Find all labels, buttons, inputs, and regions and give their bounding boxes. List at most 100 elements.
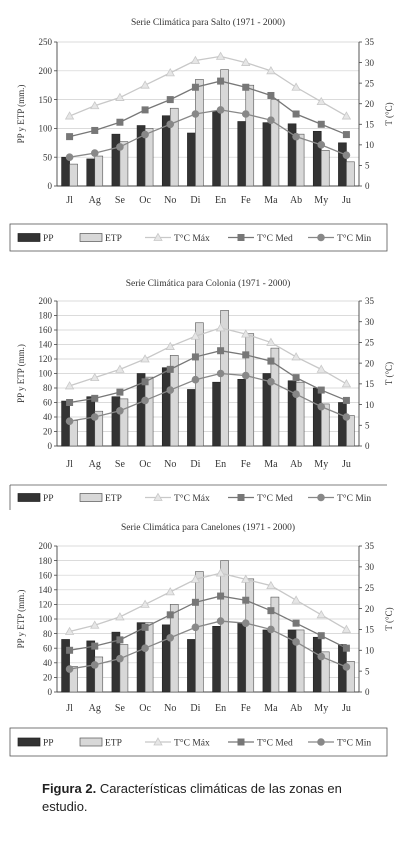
line-point bbox=[141, 378, 149, 386]
bar-etp bbox=[295, 133, 305, 187]
bar-etp bbox=[245, 84, 255, 187]
legend-marker bbox=[317, 738, 325, 746]
line-point bbox=[215, 323, 226, 332]
chart-3: Serie Climática para Canelones (1971 - 2… bbox=[9, 522, 394, 757]
y2-tick-label: 30 bbox=[365, 317, 375, 327]
line-point bbox=[90, 100, 100, 110]
legend-swatch bbox=[17, 233, 41, 242]
line-point bbox=[241, 619, 250, 627]
chart-legend: PP ETP T°C Máx T°C Med T°C Min bbox=[9, 223, 388, 252]
y-tick-label: 0 bbox=[48, 181, 53, 191]
x-tick-label: Fe bbox=[241, 459, 252, 470]
y-tick-label: 140 bbox=[39, 340, 53, 350]
y2-tick-label: 5 bbox=[365, 420, 370, 430]
line-point bbox=[166, 365, 174, 373]
y2-axis-label: T (°C) bbox=[384, 102, 394, 125]
legend-marker bbox=[153, 492, 163, 501]
line-point bbox=[116, 636, 124, 644]
line-point bbox=[141, 106, 149, 114]
line-point bbox=[140, 80, 150, 89]
x-tick-label: No bbox=[164, 195, 176, 206]
y2-tick-label: 35 bbox=[365, 541, 375, 551]
line-point bbox=[166, 96, 174, 104]
bar-etp bbox=[195, 322, 204, 447]
line-point bbox=[317, 141, 326, 149]
y2-tick-label: 10 bbox=[365, 140, 375, 150]
chart-title: Serie Climática para Salto (1971 - 2000) bbox=[131, 17, 285, 28]
line-point bbox=[165, 341, 175, 350]
bar-etp bbox=[195, 571, 204, 693]
line-point bbox=[317, 632, 325, 640]
line-point bbox=[341, 624, 352, 633]
line-point bbox=[90, 149, 99, 157]
legend-label: PP bbox=[43, 234, 54, 244]
line-point bbox=[141, 623, 149, 631]
x-tick-label: Ab bbox=[290, 459, 302, 470]
y-tick-label: 0 bbox=[48, 687, 53, 697]
line-point bbox=[64, 381, 75, 390]
y2-tick-label: 25 bbox=[365, 78, 375, 88]
x-tick-label: Oc bbox=[139, 195, 151, 206]
bar-etp bbox=[169, 355, 179, 447]
line-point bbox=[342, 663, 351, 671]
bar-etp bbox=[320, 149, 330, 187]
y2-tick-label: 35 bbox=[365, 37, 375, 47]
x-tick-label: My bbox=[314, 703, 328, 714]
line-point bbox=[116, 406, 124, 415]
line-point bbox=[216, 369, 225, 378]
line-point bbox=[291, 352, 301, 361]
series-line bbox=[69, 572, 347, 633]
caption-text: Características climáticas de las zonas … bbox=[42, 781, 342, 814]
y-tick-label: 200 bbox=[39, 66, 53, 76]
series-line bbox=[69, 372, 347, 422]
line-point bbox=[65, 153, 74, 161]
y2-tick-label: 30 bbox=[365, 562, 375, 572]
bar-etp bbox=[94, 155, 104, 187]
y2-tick-label: 20 bbox=[365, 358, 375, 368]
legend-swatch bbox=[79, 737, 103, 747]
chart-title: Serie Climática para Canelones (1971 - 2… bbox=[121, 522, 295, 533]
bar-etp bbox=[144, 128, 154, 187]
line-point bbox=[65, 417, 74, 425]
x-tick-label: Se bbox=[115, 703, 126, 714]
line-point bbox=[266, 337, 276, 346]
legend-swatch bbox=[17, 737, 41, 747]
y-axis-label: PP y ETP (mm.) bbox=[16, 85, 26, 144]
line-point bbox=[291, 82, 301, 91]
x-tick-label: Ma bbox=[264, 703, 278, 714]
y-tick-label: 200 bbox=[39, 296, 53, 306]
y2-tick-label: 15 bbox=[365, 119, 375, 129]
x-tick-label: Ab bbox=[290, 195, 302, 206]
bar-pp bbox=[161, 367, 171, 447]
line-point bbox=[141, 396, 149, 405]
y2-tick-label: 20 bbox=[365, 99, 375, 109]
y2-tick-label: 0 bbox=[365, 441, 370, 451]
y2-tick-label: 20 bbox=[365, 604, 375, 614]
y2-axis-label: T (°C) bbox=[384, 607, 394, 630]
line-point bbox=[341, 379, 352, 388]
y-tick-label: 50 bbox=[43, 152, 53, 162]
y-tick-label: 60 bbox=[43, 643, 53, 653]
legend-label: T°C Min bbox=[337, 493, 371, 504]
bar-pp bbox=[136, 622, 146, 693]
y-tick-label: 250 bbox=[39, 37, 53, 47]
line-point bbox=[190, 574, 201, 583]
line-point bbox=[241, 57, 251, 66]
series-line bbox=[69, 55, 347, 117]
legend-label: ETP bbox=[105, 234, 122, 244]
y-tick-label: 160 bbox=[39, 570, 53, 580]
line-point bbox=[115, 92, 125, 101]
y2-tick-label: 10 bbox=[365, 400, 375, 410]
line-point bbox=[292, 132, 300, 141]
bar-pp bbox=[262, 122, 272, 187]
legend-marker bbox=[153, 232, 163, 241]
line-point bbox=[316, 364, 326, 373]
line-point bbox=[292, 110, 300, 118]
x-tick-label: En bbox=[215, 195, 226, 206]
x-tick-label: Ju bbox=[342, 703, 351, 714]
line-point bbox=[165, 68, 175, 77]
bar-etp bbox=[220, 560, 229, 693]
line-point bbox=[267, 625, 275, 634]
legend-label: T°C Máx bbox=[174, 738, 210, 749]
y2-tick-label: 10 bbox=[365, 645, 375, 655]
